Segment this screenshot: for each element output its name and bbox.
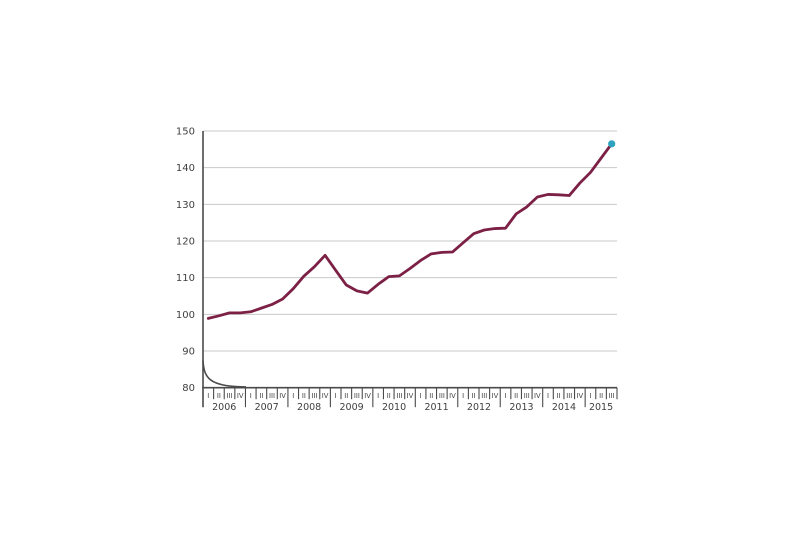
- quarter-label: III: [481, 392, 487, 400]
- quarter-label: III: [524, 392, 530, 400]
- quarter-label: III: [227, 392, 233, 400]
- quarter-label: I: [377, 392, 379, 400]
- year-label: 2009: [340, 402, 364, 413]
- quarter-label: I: [250, 392, 252, 400]
- y-tick-label: 90: [182, 347, 195, 358]
- year-label: 2012: [467, 402, 491, 413]
- quarter-label: IV: [492, 392, 499, 400]
- axis-break-curve: [202, 360, 247, 388]
- year-label: 2013: [509, 402, 533, 413]
- y-tick-label: 110: [176, 273, 195, 284]
- quarter-label: III: [269, 392, 275, 400]
- quarter-label: IV: [364, 392, 371, 400]
- quarter-label: I: [505, 392, 507, 400]
- year-label: 2011: [424, 402, 448, 413]
- quarter-label: IV: [237, 392, 244, 400]
- quarter-label: IV: [322, 392, 329, 400]
- quarter-label: III: [609, 392, 615, 400]
- endpoint-marker: [608, 140, 616, 148]
- quarter-label: I: [335, 392, 337, 400]
- year-label: 2014: [552, 402, 576, 413]
- quarter-label: I: [292, 392, 294, 400]
- quarter-label: II: [599, 392, 603, 400]
- quarter-label: II: [557, 392, 561, 400]
- y-tick-label: 130: [176, 200, 195, 211]
- y-tick-label: 150: [176, 127, 195, 138]
- y-tick-label: 80: [182, 383, 195, 394]
- quarter-label: III: [311, 392, 317, 400]
- quarter-label: II: [387, 392, 391, 400]
- quarter-label: I: [589, 392, 591, 400]
- y-tick-label: 100: [176, 310, 195, 321]
- quarter-label: III: [566, 392, 572, 400]
- quarter-label: II: [259, 392, 263, 400]
- quarter-label: II: [217, 392, 221, 400]
- quarter-label: IV: [577, 392, 584, 400]
- data-line: [206, 142, 614, 320]
- quarter-label: I: [547, 392, 549, 400]
- year-label: 2010: [382, 402, 406, 413]
- quarter-label: II: [472, 392, 476, 400]
- quarter-label: II: [514, 392, 518, 400]
- quarter-label: IV: [279, 392, 286, 400]
- year-label: 2015: [589, 402, 613, 413]
- year-label: 2006: [212, 402, 236, 413]
- quarter-label: IV: [407, 392, 414, 400]
- year-label: 2007: [255, 402, 279, 413]
- quarter-label: IV: [449, 392, 456, 400]
- y-tick-label: 120: [176, 237, 195, 248]
- quarter-label: II: [429, 392, 433, 400]
- quarter-label: III: [354, 392, 360, 400]
- y-tick-label: 140: [176, 163, 195, 174]
- quarter-label: II: [302, 392, 306, 400]
- quarter-label: I: [420, 392, 422, 400]
- quarter-label: III: [396, 392, 402, 400]
- quarter-label: IV: [534, 392, 541, 400]
- quarter-label: I: [462, 392, 464, 400]
- quarter-label: III: [439, 392, 445, 400]
- year-label: 2008: [297, 402, 321, 413]
- quarter-label: I: [207, 392, 209, 400]
- quarter-label: II: [344, 392, 348, 400]
